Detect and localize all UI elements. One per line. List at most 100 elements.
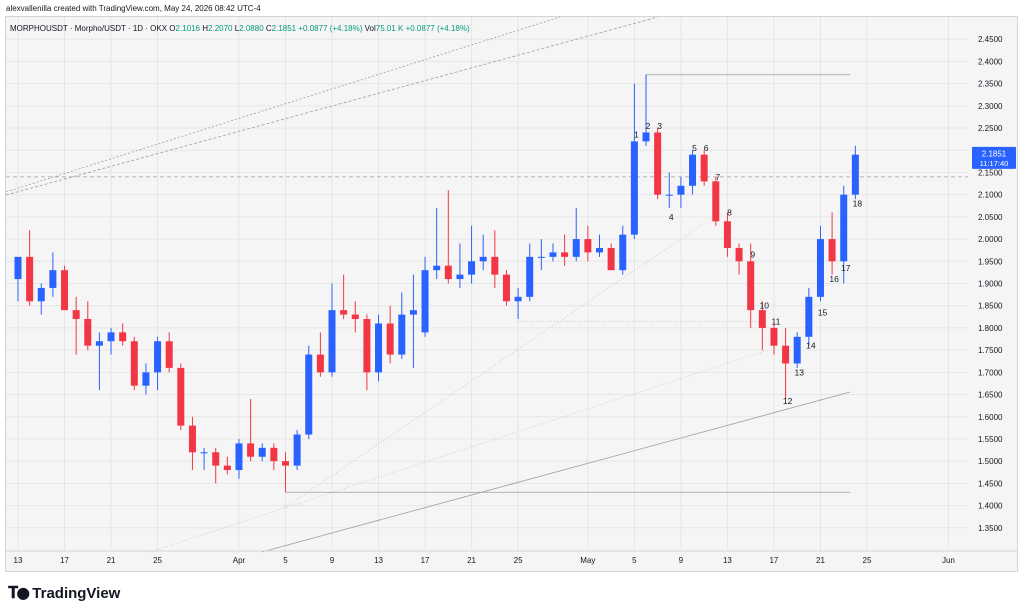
- candle-body: [758, 310, 766, 328]
- time-tick-label: 21: [107, 556, 116, 565]
- candle-body: [421, 270, 429, 333]
- wave-count-label: 11: [772, 316, 781, 326]
- price-tick-label: 1.7500: [978, 346, 1003, 355]
- candle-body: [235, 443, 243, 471]
- price-tick-label: 2.1500: [978, 168, 1003, 177]
- price-tag-countdown: 11:17:40: [980, 159, 1009, 168]
- candle-body: [293, 434, 301, 466]
- time-tick-label: 5: [283, 556, 288, 565]
- price-tick-label: 2.0000: [978, 235, 1003, 244]
- time-tick-label: 25: [153, 556, 162, 565]
- candle-body: [49, 270, 57, 288]
- channel-line-upper-dashed: [5, 16, 659, 196]
- candle-body: [72, 310, 80, 320]
- candle-body: [770, 327, 778, 346]
- price-tick-label: 1.8500: [978, 302, 1003, 311]
- candle-body: [142, 372, 150, 386]
- time-axis: 13 17 21 25 Apr 5 9 13 17 21 25 May 5 9 13 17 21 25 Jun: [6, 550, 1017, 565]
- candle-body: [468, 261, 476, 275]
- candle-body: [840, 194, 848, 262]
- fan-line-1: [149, 349, 769, 553]
- candle-body: [328, 310, 336, 373]
- change-value: +0.0877 (+4.18%): [298, 24, 363, 33]
- candle-body: [816, 239, 824, 297]
- price-tick-label: 1.4000: [978, 502, 1003, 511]
- wave-count-label: 12: [783, 396, 793, 406]
- candle-body: [677, 185, 685, 195]
- candle-body: [456, 274, 464, 280]
- candle-body: [735, 247, 743, 262]
- candle-body: [712, 181, 720, 222]
- candle-body: [14, 256, 22, 280]
- chart-panel[interactable]: [5, 16, 1018, 572]
- candle-body: [700, 154, 708, 182]
- price-tick-label: 2.3500: [978, 80, 1003, 89]
- low-label: L: [234, 24, 240, 33]
- candle-body: [584, 239, 592, 253]
- wave-count-label: 13: [794, 367, 804, 377]
- candle-body: [572, 239, 580, 257]
- wave-count-label: 14: [806, 341, 816, 351]
- candle-body: [747, 261, 755, 311]
- candle-body: [95, 341, 103, 346]
- wave-count-label: 16: [829, 274, 839, 284]
- time-tick-label: 13: [14, 556, 23, 565]
- candle-body: [828, 239, 836, 262]
- candle-body: [200, 452, 208, 454]
- time-tick-label: 13: [374, 556, 383, 565]
- wave-count-label: 9: [750, 250, 755, 260]
- time-tick-label: May: [580, 556, 595, 565]
- time-tick-label: 17: [769, 556, 778, 565]
- candle-body: [514, 296, 522, 302]
- candle-body: [84, 319, 92, 346]
- candle-body: [491, 256, 499, 275]
- candle-body: [305, 354, 313, 435]
- candle-body: [375, 323, 383, 373]
- candle-body: [258, 447, 266, 457]
- wave-count-label: 15: [818, 307, 828, 317]
- candle-body: [654, 132, 662, 195]
- high-value: 2.2070: [208, 24, 233, 33]
- candle-body: [363, 319, 371, 373]
- wave-count-label: 1: [634, 130, 639, 140]
- wave-count-label: 5: [692, 143, 697, 153]
- candle-body: [619, 234, 627, 271]
- vol-change-value: +0.0877 (+4.18%): [405, 24, 470, 33]
- time-tick-label: 25: [863, 556, 872, 565]
- candle-body: [351, 314, 359, 320]
- time-tick-label: 17: [421, 556, 430, 565]
- candle-body: [212, 452, 220, 466]
- price-tick-label: 1.4500: [978, 479, 1003, 488]
- tradingview-logo[interactable]: 𝐓● TradingView: [8, 583, 120, 603]
- time-tick-label: 9: [679, 556, 684, 565]
- wave-count-label: 2: [646, 121, 651, 131]
- candle-body: [630, 141, 638, 235]
- candle-body: [270, 447, 278, 462]
- price-tick-label: 1.5000: [978, 457, 1003, 466]
- wave-count-label: 6: [704, 143, 709, 153]
- candle-body: [398, 314, 406, 355]
- price-tick-label: 1.7000: [978, 368, 1003, 377]
- candle-body: [61, 270, 69, 311]
- open-value: 2.1016: [175, 24, 200, 33]
- candle-body: [119, 332, 127, 342]
- open-label: O: [169, 24, 176, 33]
- wave-count-label: 18: [853, 199, 863, 209]
- candle-body: [607, 247, 615, 271]
- candle-body: [107, 332, 115, 342]
- wave-count-label: 3: [657, 121, 662, 131]
- vol-value: 75.01 K: [375, 24, 404, 33]
- candle-body: [188, 425, 196, 453]
- high-label: H: [202, 24, 209, 33]
- wave-count-label: 4: [669, 212, 674, 222]
- time-tick-label: 25: [514, 556, 523, 565]
- candle-body: [130, 341, 138, 386]
- price-tick-label: 1.5500: [978, 435, 1003, 444]
- candle-body: [665, 194, 673, 196]
- wave-count-label: 8: [727, 207, 732, 217]
- time-tick-label: 13: [723, 556, 732, 565]
- time-tick-label: 9: [330, 556, 335, 565]
- wave-count-label: 7: [715, 172, 720, 182]
- channel-line-upper: [5, 16, 561, 193]
